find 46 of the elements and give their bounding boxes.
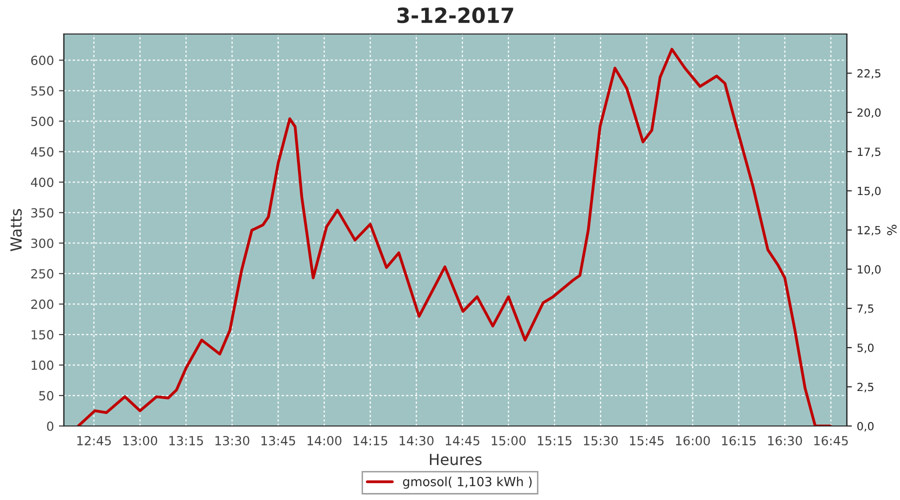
x-tick-label: 15:45 [630,436,664,446]
y-tick-label: 500 [31,116,54,126]
x-tick-label: 14:45 [446,436,480,446]
y-tick-label: 550 [31,86,54,96]
y2-tick-label: 0,0 [857,422,874,432]
y-tick-label: 200 [31,300,54,309]
x-tick-label: 13:00 [123,436,158,446]
y2-tick-label: 2,5 [857,382,874,392]
y-tick-label: 50 [39,390,54,400]
x-tick-label: 16:45 [814,436,848,446]
y-tick-label: 300 [31,238,54,248]
x-tick-label: 15:00 [492,436,526,446]
y2-tick-label: 5,0 [857,344,874,354]
x-tick-label: 12:45 [77,436,111,446]
x-tick-label: 16:00 [676,436,710,446]
y-tick-label: 450 [30,147,54,157]
x-axis-title: Heures [430,454,482,466]
y-tick-label: 100 [32,360,54,370]
y2-tick-label: 20,0 [857,108,881,118]
line-series [76,48,832,426]
y-tick-label: 150 [32,330,54,340]
y-tick-label: 400 [30,178,54,188]
y-tick-label: 250 [31,269,54,279]
x-tick-label: 16:15 [722,436,756,446]
y2-tick-label: 7,5 [858,304,874,314]
chart-title: 3-12-2017 [397,7,514,24]
y-tick-label: 0 [47,421,54,431]
x-tick-label: 14:00 [308,436,342,446]
y2-tick-label: 12,5 [858,226,880,236]
y-axis-title: Watts [10,209,22,252]
y2-tick-label: 15,0 [858,186,881,196]
x-tick-label: 16:30 [768,436,802,446]
y2-axis-title: % [887,224,897,236]
y-tick-label: 350 [31,208,54,218]
y2-tick-label: 10,0 [858,265,881,275]
x-tick-label: 15:30 [584,436,618,446]
x-tick-label: 13:45 [262,436,296,446]
x-tick-label: 13:15 [169,436,203,446]
legend-label: gmosol( 1,103 kWh ) [403,476,532,489]
x-tick-label: 14:15 [354,436,388,446]
y2-tick-label: 22,5 [857,69,880,79]
x-tick-label: 15:15 [538,436,572,446]
x-tick-label: 13:30 [215,436,250,446]
y-tick-label: 600 [31,56,54,66]
x-tick-label: 14:30 [400,436,434,446]
y2-tick-label: 17,5 [858,148,880,158]
